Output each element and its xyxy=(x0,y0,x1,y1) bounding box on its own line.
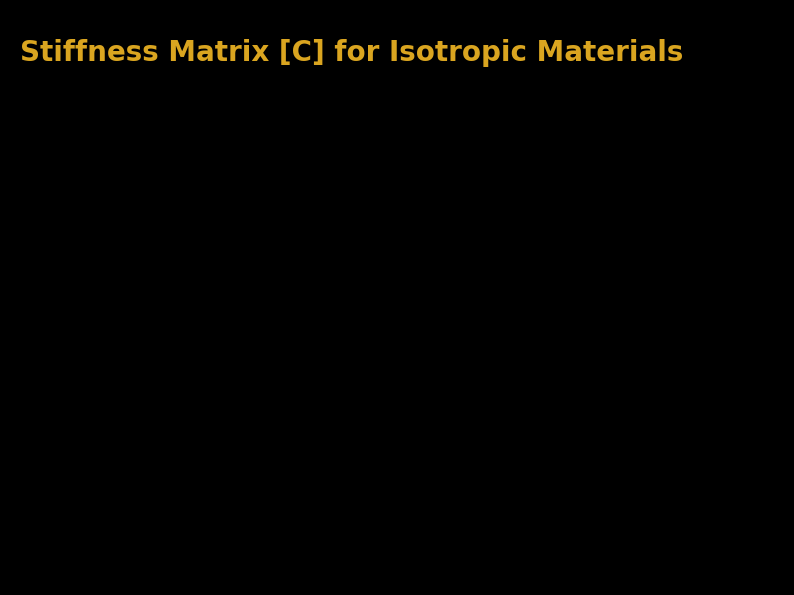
Text: $\gamma_{xy}$: $\gamma_{xy}$ xyxy=(714,527,734,542)
Text: $0$: $0$ xyxy=(642,192,652,204)
Text: $\varepsilon_z$: $\varepsilon_z$ xyxy=(717,317,731,330)
Text: $0$: $0$ xyxy=(642,494,652,507)
Text: $0$: $0$ xyxy=(321,494,330,507)
Text: $\sigma_x$: $\sigma_x$ xyxy=(55,171,71,184)
Text: $0$: $0$ xyxy=(321,539,330,552)
Text: $0$: $0$ xyxy=(583,192,592,204)
Text: $\gamma_{yz}$: $\gamma_{yz}$ xyxy=(715,392,734,406)
Text: $0$: $0$ xyxy=(424,449,434,462)
Text: $0$: $0$ xyxy=(583,367,592,380)
Text: $(1-2\nu)(1+\nu)$: $(1-2\nu)(1+\nu)$ xyxy=(288,388,363,401)
Text: $E(1-\nu)$: $E(1-\nu)$ xyxy=(194,171,235,184)
Text: $=$: $=$ xyxy=(98,334,119,353)
Text: $0$: $0$ xyxy=(321,449,330,462)
Text: $\nu E$: $\nu E$ xyxy=(207,347,222,360)
Text: $\gamma_{zx}$: $\gamma_{zx}$ xyxy=(715,460,734,474)
Text: $\tau_{xy}$: $\tau_{xy}$ xyxy=(52,530,73,544)
Text: $0$: $0$ xyxy=(210,494,219,507)
Text: $(1-2\nu)(1+\nu)$: $(1-2\nu)(1+\nu)$ xyxy=(288,212,363,225)
Text: $0$: $0$ xyxy=(424,494,434,507)
Text: $0$: $0$ xyxy=(210,449,219,462)
Text: $0$: $0$ xyxy=(523,539,533,552)
Text: $(1-2\nu)(1\!\mid\!\nu)$: $(1-2\nu)(1\!\mid\!\nu)$ xyxy=(292,299,359,313)
Text: $0$: $0$ xyxy=(583,449,592,462)
Text: $0$: $0$ xyxy=(642,449,652,462)
Text: $\varepsilon_x$: $\varepsilon_x$ xyxy=(717,154,731,167)
Text: $0$: $0$ xyxy=(523,367,533,380)
Text: $\nu E$: $\nu E$ xyxy=(207,259,222,271)
Text: $0$: $0$ xyxy=(583,278,592,292)
Text: $(1-2\nu)(1+\nu)$: $(1-2\nu)(1+\nu)$ xyxy=(177,212,252,225)
Text: $0$: $0$ xyxy=(642,367,652,380)
Text: Stiffness Matrix [C] for Isotropic Materials: Stiffness Matrix [C] for Isotropic Mater… xyxy=(20,39,683,67)
Text: $G$: $G$ xyxy=(582,494,593,507)
Text: $0$: $0$ xyxy=(583,539,592,552)
Text: $E(1-\nu)$: $E(1-\nu)$ xyxy=(305,258,346,271)
Text: $(1-2\nu)(1+\nu)$: $(1-2\nu)(1+\nu)$ xyxy=(177,388,252,401)
Text: $\nu E$: $\nu E$ xyxy=(318,172,333,184)
Text: $E(1-\nu)$: $E(1-\nu)$ xyxy=(408,347,449,360)
Text: $\nu E$: $\nu E$ xyxy=(422,172,436,184)
Text: $0$: $0$ xyxy=(523,192,533,204)
Text: $\nu E$: $\nu E$ xyxy=(318,347,333,360)
Text: $0$: $0$ xyxy=(210,539,219,552)
Text: $\varepsilon_y$: $\varepsilon_y$ xyxy=(717,236,731,250)
Text: $0$: $0$ xyxy=(523,278,533,292)
Text: $(1-2\nu)(1\!\mid\!\nu)$: $(1-2\nu)(1\!\mid\!\nu)$ xyxy=(395,299,462,313)
Text: $0$: $0$ xyxy=(424,539,434,552)
Text: $,$: $,$ xyxy=(755,390,761,408)
Text: $\nu E$: $\nu E$ xyxy=(422,259,436,271)
Text: $\sigma_y$: $\sigma_y$ xyxy=(55,256,71,271)
Text: $(1-2\nu)(1\!\mid\!\nu)$: $(1-2\nu)(1\!\mid\!\nu)$ xyxy=(181,299,248,313)
Text: $\tau_{zx}$: $\tau_{zx}$ xyxy=(53,465,72,478)
Text: $0$: $0$ xyxy=(642,278,652,292)
Text: $(1-2\nu)(1+\nu)$: $(1-2\nu)(1+\nu)$ xyxy=(391,388,466,401)
Text: $0$: $0$ xyxy=(523,494,533,507)
Text: $(1-2\nu)(1+\nu)$: $(1-2\nu)(1+\nu)$ xyxy=(391,212,466,225)
Text: $G$: $G$ xyxy=(642,539,653,552)
Text: $G$: $G$ xyxy=(522,449,534,462)
Text: $\sigma_z$: $\sigma_z$ xyxy=(56,330,70,343)
Text: $\tau_{yz}$: $\tau_{yz}$ xyxy=(53,394,72,409)
